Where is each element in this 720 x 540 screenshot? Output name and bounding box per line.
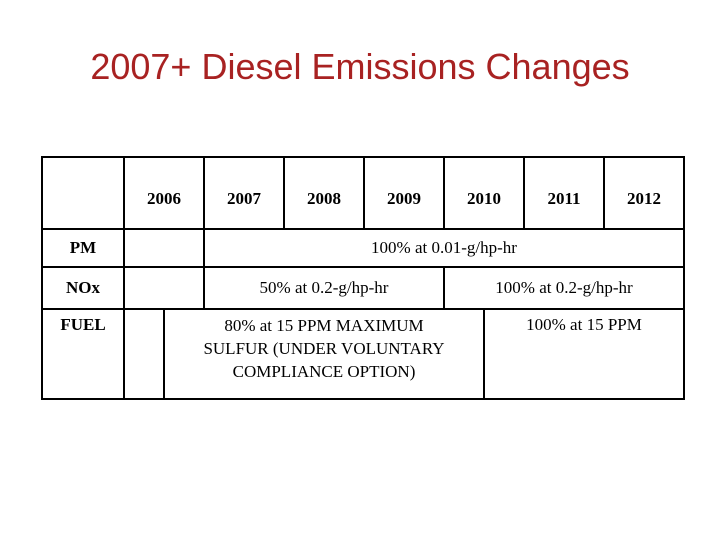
year-header-2012: 2012 xyxy=(603,156,685,230)
nox-standard-2007-2009-cell: 50% at 0.2-g/hp-hr xyxy=(203,266,445,310)
fuel-standard-mid2006-mid2010-cell: 80% at 15 PPM MAXIMUM SULFUR (UNDER VOLU… xyxy=(163,308,485,400)
emissions-timeline-table: 2006 2007 2008 2009 2010 2011 2012 PM 10… xyxy=(41,156,685,400)
fuel-blank-early-2006-cell xyxy=(123,308,165,400)
fuel-standard-line-3: COMPLIANCE OPTION) xyxy=(232,362,416,381)
year-header-2011: 2011 xyxy=(523,156,605,230)
pm-blank-2006-cell xyxy=(123,228,205,268)
fuel-row: FUEL 80% at 15 PPM MAXIMUM SULFUR (UNDER… xyxy=(41,308,685,400)
fuel-standard-line-2: SULFUR (UNDER VOLUNTARY xyxy=(203,339,445,358)
year-header-2009: 2009 xyxy=(363,156,445,230)
corner-cell xyxy=(41,156,125,230)
fuel-standard-mid2010-2012-cell: 100% at 15 PPM xyxy=(483,308,685,400)
fuel-standard-line-1: 80% at 15 PPM MAXIMUM xyxy=(224,316,424,335)
year-header-2007: 2007 xyxy=(203,156,285,230)
pm-standard-2007-2012-cell: 100% at 0.01-g/hp-hr xyxy=(203,228,685,268)
year-header-2008: 2008 xyxy=(283,156,365,230)
nox-standard-2010-2012-cell: 100% at 0.2-g/hp-hr xyxy=(443,266,685,310)
pm-row: PM 100% at 0.01-g/hp-hr xyxy=(41,228,685,268)
slide-title: 2007+ Diesel Emissions Changes xyxy=(90,46,630,87)
nox-blank-2006-cell xyxy=(123,266,205,310)
year-header-2010: 2010 xyxy=(443,156,525,230)
table-header-row: 2006 2007 2008 2009 2010 2011 2012 xyxy=(41,156,685,230)
nox-row-label: NOx xyxy=(41,266,125,310)
fuel-row-label: FUEL xyxy=(41,308,125,400)
pm-row-label: PM xyxy=(41,228,125,268)
year-header-2006: 2006 xyxy=(123,156,205,230)
nox-row: NOx 50% at 0.2-g/hp-hr 100% at 0.2-g/hp-… xyxy=(41,266,685,310)
